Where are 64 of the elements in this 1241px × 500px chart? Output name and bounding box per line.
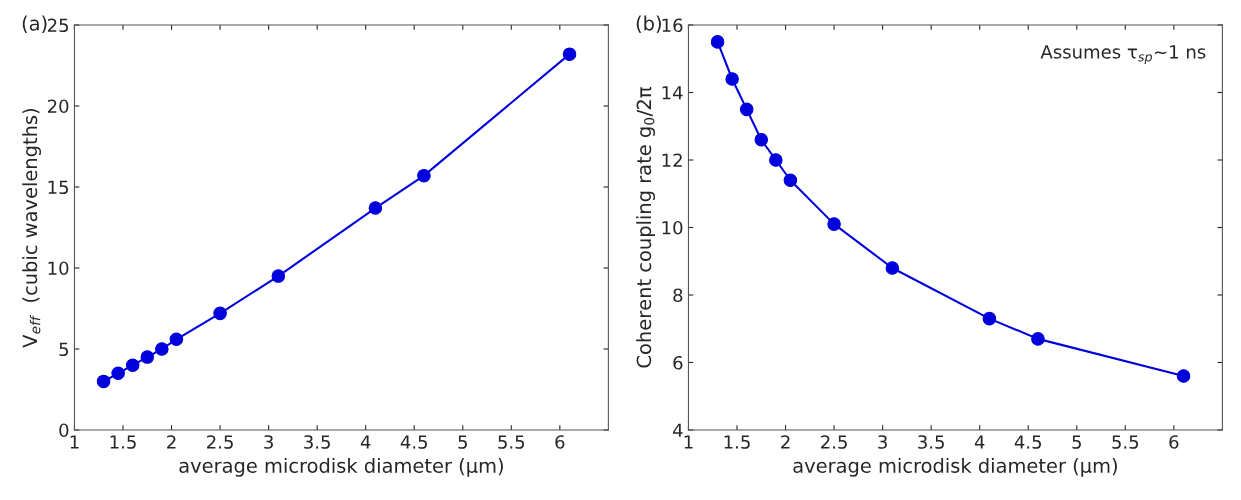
point — [368, 201, 383, 215]
x-tick-label: 3.5 — [918, 435, 944, 449]
x-tick-label: 1.5 — [724, 435, 750, 449]
point — [725, 72, 739, 86]
x-tick-label: 2.5 — [207, 435, 233, 449]
point — [213, 306, 227, 321]
point — [125, 358, 140, 372]
x-tick-label: 5.5 — [1112, 435, 1139, 449]
y-tick-label: 25 — [47, 18, 69, 33]
x-tick-label: 2 — [167, 435, 176, 449]
point — [111, 366, 125, 381]
x-axis-title: average microdisk diameter (µm) — [793, 457, 1117, 477]
x-tick-label: 4 — [360, 435, 371, 449]
point — [885, 261, 900, 275]
point — [739, 102, 754, 117]
y-tick-label: 0 — [59, 423, 69, 438]
y-tick-label: 8 — [673, 288, 683, 303]
point — [271, 269, 286, 283]
point — [769, 153, 783, 167]
x-tick-label: 5 — [458, 435, 467, 449]
y-axis-title: Coherent coupling rate g$_{0}$/2π — [636, 87, 656, 368]
point — [1031, 332, 1045, 346]
point — [754, 132, 769, 147]
y-tick-label: 14 — [662, 86, 683, 100]
x-tick-label: 1 — [684, 435, 693, 449]
point — [140, 350, 155, 364]
point — [1176, 369, 1191, 383]
x-tick-label: 4 — [974, 435, 985, 449]
x-tick-label: 4.5 — [400, 435, 428, 449]
x-tick-label: 5.5 — [498, 435, 525, 449]
y-tick-label: 10 — [48, 261, 69, 276]
x-tick-label: 3 — [264, 435, 273, 449]
point — [155, 342, 169, 356]
chart-title: (a) — [22, 15, 47, 33]
point — [982, 311, 997, 326]
point — [562, 47, 577, 61]
point — [96, 374, 111, 389]
y-tick-label: 5 — [59, 342, 69, 357]
x-tick-label: 4.5 — [1014, 435, 1042, 449]
x-tick-label: 5 — [1072, 435, 1081, 449]
y-tick-label: 10 — [662, 220, 683, 235]
x-tick-label: 2 — [781, 435, 790, 449]
y-tick-label: 20 — [47, 99, 69, 114]
y-tick-label: 4 — [673, 423, 683, 437]
y-tick-label: 12 — [662, 153, 682, 167]
point — [710, 35, 725, 49]
x-tick-label: 3.5 — [304, 435, 330, 449]
x-axis-title: average microdisk diameter (µm) — [179, 457, 503, 477]
x-tick-label: 6 — [555, 435, 565, 449]
point — [417, 168, 431, 183]
x-tick-label: 2.5 — [821, 435, 847, 449]
x-tick-label: 1 — [70, 435, 79, 449]
annotation: Assumes τ$_{sp}$~1 ns — [1040, 45, 1206, 64]
y-tick-label: 6 — [673, 355, 683, 370]
point — [169, 332, 184, 347]
x-tick-label: 1.5 — [110, 435, 136, 449]
point — [783, 173, 798, 188]
point — [827, 217, 841, 231]
chart-title: (b) — [636, 15, 661, 33]
x-tick-label: 6 — [1169, 435, 1179, 449]
y-tick-label: 16 — [662, 18, 683, 33]
x-tick-label: 3 — [878, 435, 887, 449]
y-axis-title: V$_{eff}$ (cubic wavelengths) — [22, 108, 42, 348]
y-tick-label: 15 — [48, 180, 69, 195]
